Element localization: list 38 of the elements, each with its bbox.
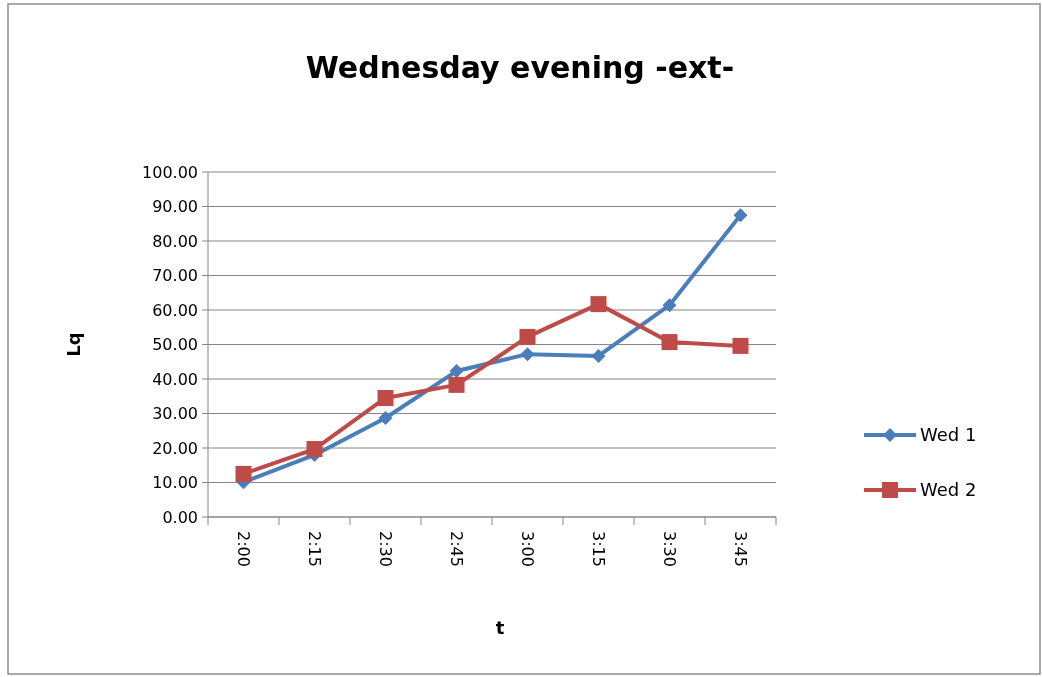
point [662, 298, 677, 313]
y-tick-label: 60.00 [152, 300, 198, 320]
point [377, 389, 394, 406]
point [306, 441, 323, 458]
x-tick-label: 2:45 [446, 531, 466, 567]
x-tick-label: 3:15 [588, 531, 608, 567]
point [520, 347, 535, 362]
point [732, 337, 749, 354]
y-tick-label: 10.00 [152, 473, 198, 493]
y-axis-title: Lq [63, 332, 84, 357]
y-tick-label: 80.00 [152, 231, 198, 251]
x-tick-label: 2:30 [375, 531, 395, 567]
x-axis-title: t [495, 617, 505, 638]
y-tick-label: 30.00 [152, 404, 198, 424]
y-tick-label: 70.00 [152, 266, 198, 286]
point [235, 465, 252, 482]
point [590, 296, 607, 313]
chart-title: Wednesday evening -ext- [305, 50, 735, 85]
legend-label: Wed 1 [920, 424, 977, 446]
point [591, 348, 606, 363]
point [378, 410, 393, 425]
y-tick-label: 40.00 [152, 369, 198, 389]
y-tick-label: 90.00 [152, 197, 198, 217]
point [448, 376, 465, 393]
y-tick-label: 20.00 [152, 438, 198, 458]
x-tick-label: 3:45 [730, 531, 750, 567]
y-tick-label: 50.00 [152, 335, 198, 355]
y-tick-label: 100.00 [142, 162, 198, 182]
x-tick-label: 3:30 [659, 531, 679, 567]
y-tick-label: 0.00 [162, 507, 198, 527]
point [519, 328, 536, 345]
legend-label: Wed 2 [920, 479, 977, 501]
x-tick-label: 3:00 [517, 531, 537, 567]
point [733, 208, 748, 223]
point [449, 364, 464, 379]
x-tick-label: 2:00 [233, 531, 253, 567]
point [661, 334, 678, 351]
x-tick-label: 2:15 [304, 531, 324, 567]
